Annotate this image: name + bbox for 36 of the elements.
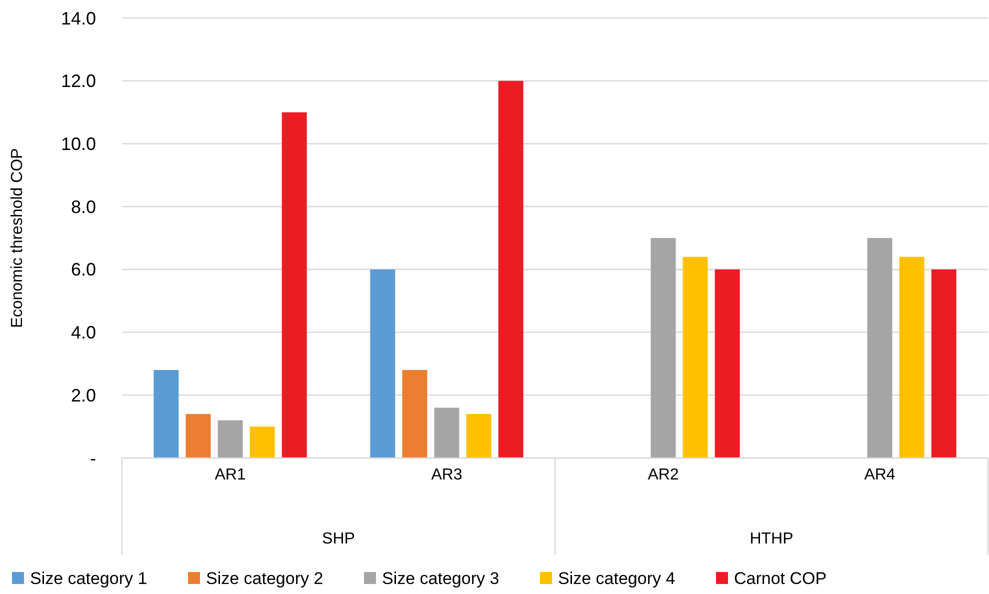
bar <box>466 414 492 458</box>
text: SHP <box>322 530 355 548</box>
y-axis-title: Economic threshold COP <box>9 148 26 328</box>
bar <box>682 256 708 458</box>
bar <box>650 238 676 458</box>
y-tick-label: 14.0 <box>60 8 96 28</box>
y-tick-label: 2.0 <box>70 385 96 406</box>
legend-label: Size category 3 <box>382 568 500 588</box>
y-tick-label: 4.0 <box>70 322 96 343</box>
bar <box>931 269 956 458</box>
legend-label: Size category 1 <box>30 568 148 588</box>
bar <box>370 269 396 458</box>
y-tick-label: 10.0 <box>60 134 96 154</box>
x-tick-label: AR1 <box>214 466 246 484</box>
x-tick-label: AR2 <box>648 466 679 484</box>
x-tick-label: AR3 <box>431 466 462 484</box>
legend-label: Size category 4 <box>558 568 676 588</box>
y-tick-label: - <box>90 448 96 468</box>
bar <box>899 256 924 458</box>
bar <box>434 408 460 458</box>
y-tick-label: 8.0 <box>70 196 96 217</box>
bar <box>154 370 179 458</box>
bar <box>218 420 243 458</box>
text: HTHP <box>750 530 794 548</box>
bar <box>498 80 524 458</box>
bar <box>186 414 211 458</box>
legend-label: Size category 2 <box>206 568 324 588</box>
y-tick-label: 6.0 <box>70 260 96 280</box>
bar <box>867 238 892 458</box>
legend-label: Carnot COP <box>734 568 827 588</box>
bar <box>714 269 740 458</box>
y-tick-label: 12.0 <box>60 71 96 92</box>
x-tick-label: AR4 <box>864 466 896 484</box>
bar <box>282 112 307 458</box>
bar <box>250 426 275 458</box>
bar <box>402 370 428 458</box>
